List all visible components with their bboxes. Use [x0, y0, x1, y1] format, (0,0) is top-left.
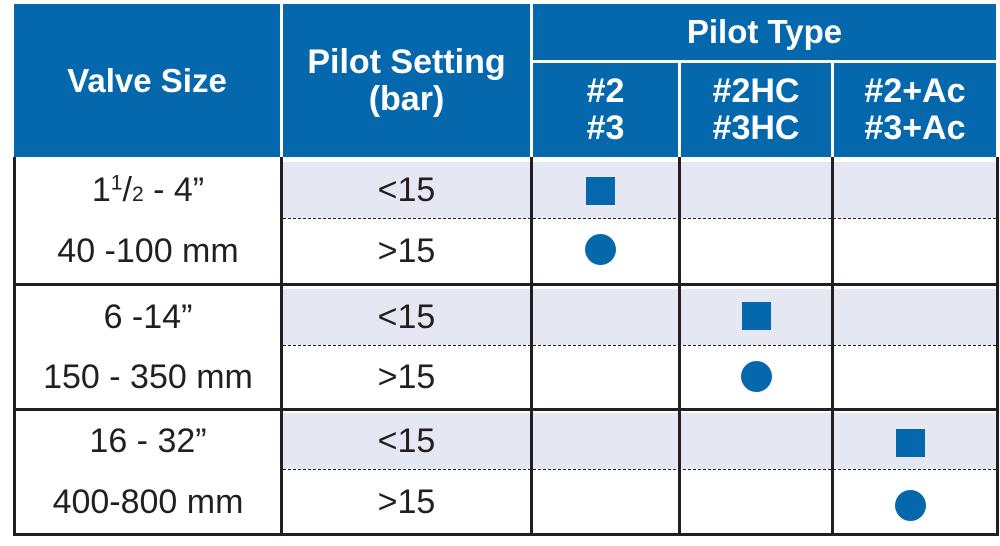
col-divider-4: [831, 157, 834, 536]
header-pilot-col-2: #2HC #3HC: [681, 63, 831, 157]
group-divider-1: [13, 283, 997, 286]
header-divider: [533, 60, 996, 63]
square-marker: [742, 302, 771, 330]
header-pilot-col-3: #2+Ac #3+Ac: [834, 63, 996, 157]
header-pilot-type-label: Pilot Type: [686, 13, 843, 51]
pilot-col-1-line1: #2: [586, 72, 625, 111]
pilot-setting-1b: >15: [377, 231, 436, 270]
pilot-col-2-line2: #3HC: [712, 109, 800, 147]
row-divider-dashed-2: [283, 345, 996, 346]
pilot-col-3-line1: #2+Ac: [864, 72, 966, 111]
pilot-setting-3a: <15: [377, 421, 436, 460]
pilot-setting-1a: <15: [377, 170, 436, 209]
circle-marker: [741, 361, 772, 392]
pilot-col-1-line2: #3: [586, 109, 625, 147]
table-left-border: [13, 157, 16, 536]
row-shade-2: [283, 289, 996, 345]
square-marker: [896, 429, 925, 457]
table-right-border: [996, 157, 999, 536]
group-divider-2: [13, 408, 997, 411]
table-bottom-border: [13, 533, 997, 536]
square-marker: [586, 177, 615, 205]
valve-size-2-imperial: 6 -14”: [103, 297, 193, 336]
circle-marker: [585, 234, 616, 265]
header-pilot-col-1: #2 #3: [533, 63, 678, 157]
pilot-setting-3b: >15: [377, 482, 436, 521]
valve-size-3-imperial: 16 - 32”: [89, 421, 207, 460]
circle-marker: [895, 490, 926, 521]
valve-size-1-metric: 40 -100 mm: [57, 231, 239, 270]
header-pilot-setting: Pilot Setting (bar): [283, 4, 530, 157]
header-pilot-setting-text: Pilot Setting (bar): [307, 42, 506, 118]
header-valve-size-label: Valve Size: [67, 61, 227, 99]
pilot-col-2-line1: #2HC: [712, 72, 800, 111]
row-shade-3: [283, 413, 996, 469]
col-divider-3: [678, 157, 681, 536]
pilot-col-3-line2: #3+Ac: [864, 109, 966, 147]
row-divider-dashed-3: [283, 469, 996, 470]
header-valve-size: Valve Size: [14, 4, 280, 157]
col-divider-1: [280, 157, 283, 536]
header-pilot-setting-label: Pilot Setting (bar): [297, 42, 517, 118]
pilot-setting-2b: >15: [377, 357, 436, 396]
valve-size-2-metric: 150 - 350 mm: [43, 357, 253, 396]
valve-size-3-metric: 400-800 mm: [52, 482, 244, 521]
valve-size-1-imperial-text: 11/2 - 4”: [91, 170, 205, 209]
header-pilot-type: Pilot Type: [533, 4, 996, 60]
pilot-setting-2a: <15: [377, 297, 436, 336]
row-shade-1: [283, 162, 996, 218]
col-divider-2: [530, 157, 533, 536]
row-divider-dashed-1: [283, 218, 996, 219]
valve-size-1-imperial: 11/2 - 4”: [16, 162, 280, 218]
